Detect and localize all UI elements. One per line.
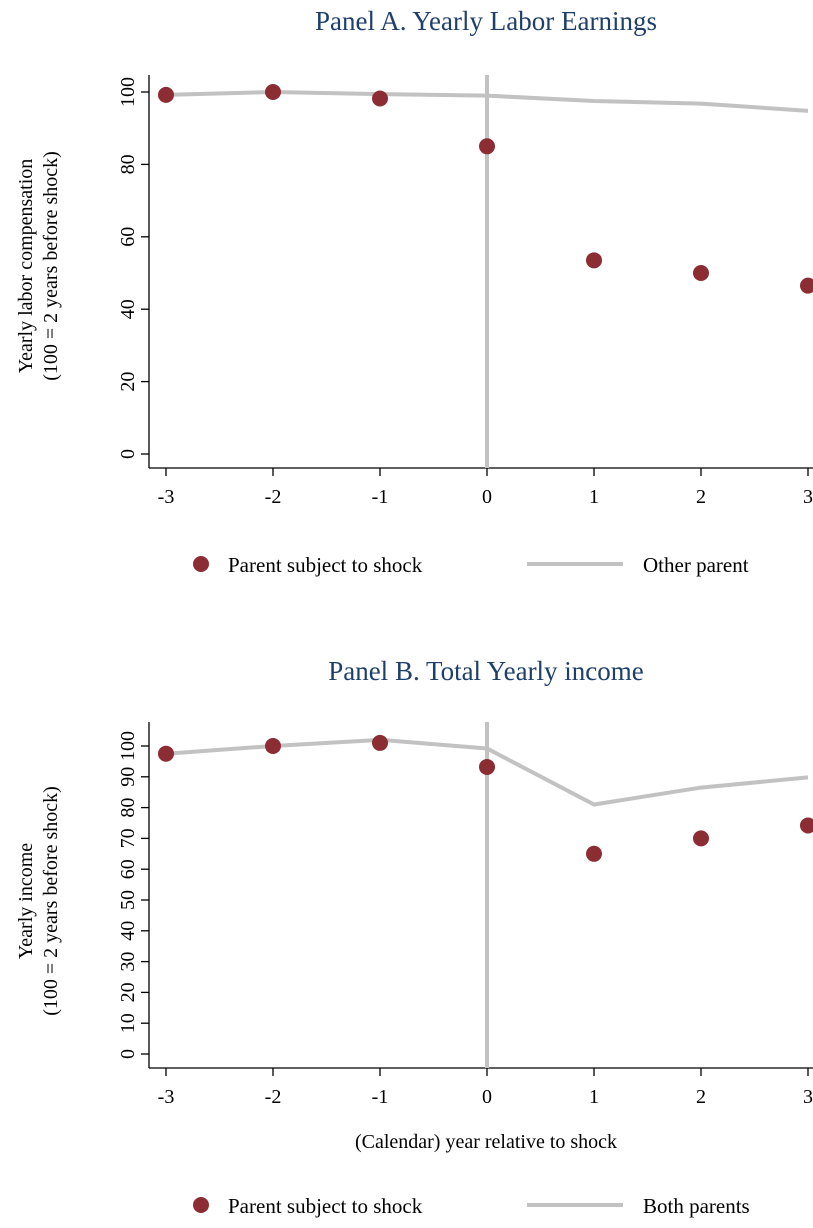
panel-b-data-point xyxy=(693,830,709,847)
panel-b-ytick-label: 50 xyxy=(117,890,139,910)
panel-b-ytick-label: 30 xyxy=(117,952,139,972)
panel-a-xtick-label: 3 xyxy=(803,486,813,508)
panel-a-data-point xyxy=(693,265,709,281)
panel-b-data-point xyxy=(586,845,602,862)
panel-b-legend-dot-marker xyxy=(193,1197,209,1213)
panel-b-xtick-label: -1 xyxy=(372,1086,389,1108)
panel-b-data-point xyxy=(265,738,281,754)
panel-a-ytick-label: 60 xyxy=(117,227,139,247)
panel-a-xtick-label: 2 xyxy=(696,486,706,508)
panel-a-legend-dot-marker xyxy=(193,556,209,572)
panel-b-ytick-label: 80 xyxy=(117,798,139,818)
panel-b-legend-label-both: Both parents xyxy=(643,1194,750,1218)
panel-a-data-point xyxy=(265,84,281,100)
panel-a-ylabel-line2: (100 = 2 years before shock) xyxy=(40,151,62,381)
panel-a-ylabel: Yearly labor compensation (100 = 2 years… xyxy=(15,151,62,381)
panel-a: Panel A. Yearly Labor Earnings Yearly la… xyxy=(15,6,813,577)
panel-b-ytick-label: 100 xyxy=(117,731,139,761)
panel-a-data-point xyxy=(479,138,495,155)
panel-b-ytick-label: 90 xyxy=(117,767,139,787)
panel-b-data-point xyxy=(800,817,813,834)
panel-a-ytick-label: 100 xyxy=(117,77,139,107)
panel-b-xtick-label: -2 xyxy=(265,1086,282,1108)
panel-a-xtick-label: -3 xyxy=(158,486,175,508)
panel-b-xtick-label: 1 xyxy=(589,1086,599,1108)
panel-b-ylabel-line1: Yearly income xyxy=(15,843,37,959)
panel-a-title: Panel A. Yearly Labor Earnings xyxy=(315,6,657,36)
panel-b-ytick-label: 0 xyxy=(117,1049,139,1059)
panel-b-xlabel: (Calendar) year relative to shock xyxy=(355,1131,617,1153)
panel-b-data-point xyxy=(479,758,495,775)
panel-b-data-point xyxy=(158,745,174,762)
panel-a-xtick-label: -2 xyxy=(265,486,282,508)
panel-a-xtick-label: -1 xyxy=(372,486,389,508)
panel-a-legend-label-shock: Parent subject to shock xyxy=(228,553,423,577)
panel-b-xtick-label: 3 xyxy=(803,1086,813,1108)
panel-b: Panel B. Total Yearly income Yearly inco… xyxy=(15,656,813,1218)
panel-b-ytick-label: 10 xyxy=(117,1013,139,1033)
panel-b-ytick-label: 40 xyxy=(117,921,139,941)
panel-a-data-point xyxy=(586,252,602,269)
panel-b-ytick-label: 20 xyxy=(117,982,139,1002)
panel-a-ytick-label: 40 xyxy=(117,299,139,319)
panel-a-ylabel-line1: Yearly labor compensation xyxy=(15,159,37,374)
panel-a-legend-label-other: Other parent xyxy=(643,553,749,577)
panel-a-xtick-label: 1 xyxy=(589,486,599,508)
panel-b-ylabel: Yearly income (100 = 2 years before shoc… xyxy=(15,786,62,1016)
panel-a-xtick-label: 0 xyxy=(482,486,492,508)
panel-b-title: Panel B. Total Yearly income xyxy=(328,656,644,686)
panel-b-legend: Parent subject to shock Both parents xyxy=(193,1194,750,1218)
panel-a-legend: Parent subject to shock Other parent xyxy=(193,553,749,577)
panel-b-legend-label-shock: Parent subject to shock xyxy=(228,1194,423,1218)
panel-b-xtick-label: -3 xyxy=(158,1086,175,1108)
panel-b-ytick-label: 60 xyxy=(117,859,139,879)
panel-a-ytick-label: 80 xyxy=(117,154,139,174)
panel-b-xtick-label: 0 xyxy=(482,1086,492,1108)
panel-b-xtick-label: 2 xyxy=(696,1086,706,1108)
panel-a-ytick-label: 0 xyxy=(117,449,139,459)
panel-a-data-point xyxy=(372,90,388,107)
panel-b-ytick-label: 70 xyxy=(117,828,139,848)
panel-a-ytick-label: 20 xyxy=(117,372,139,392)
panel-b-ylabel-line2: (100 = 2 years before shock) xyxy=(40,786,62,1016)
panel-a-data-point xyxy=(800,277,813,294)
panel-b-data-point xyxy=(372,734,388,751)
panel-a-data-point xyxy=(158,86,174,103)
